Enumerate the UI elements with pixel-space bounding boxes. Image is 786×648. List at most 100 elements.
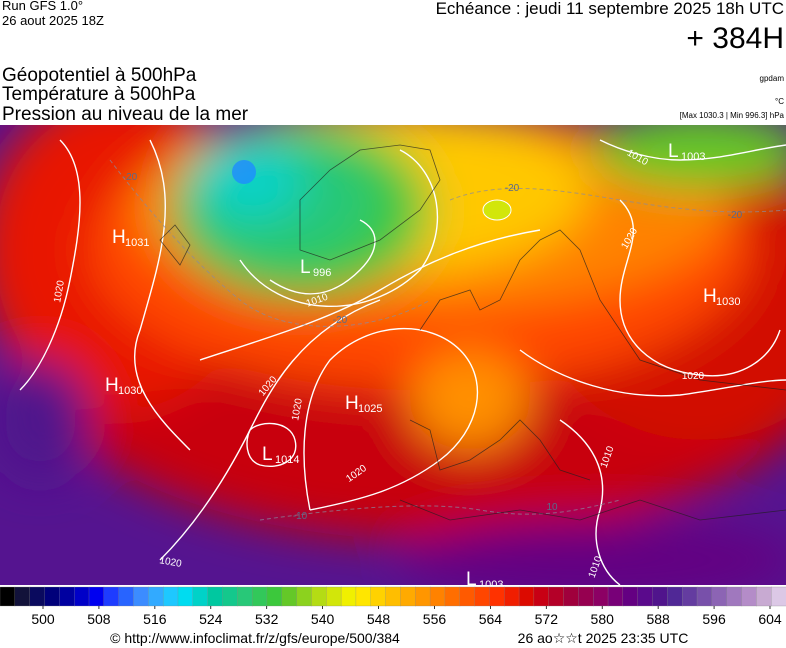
temperature-label: -20 <box>333 315 348 326</box>
colorbar-swatch <box>756 586 772 607</box>
colorbar-swatch <box>415 586 431 607</box>
pressure-center-value: 996 <box>313 267 331 279</box>
colorbar-swatch <box>251 586 268 607</box>
isobar-label: 1020 <box>682 371 705 382</box>
temperature-label: -20 <box>728 210 743 221</box>
colorbar-swatch <box>296 586 313 607</box>
colorbar-swatch <box>518 586 535 607</box>
colorbar-swatch <box>44 586 60 607</box>
temperature-label: -10 <box>293 511 308 522</box>
colorbar-swatch <box>74 586 90 607</box>
colorbar-tick-label: 548 <box>367 611 391 627</box>
layer-title: Géopotentiel à 500hPa <box>2 65 197 86</box>
colorbar-swatch <box>652 586 669 607</box>
pressure-center-value: 1003 <box>681 151 705 163</box>
map-field <box>0 125 786 585</box>
pressure-center-symbol: L <box>668 141 679 162</box>
pressure-center-symbol: H <box>105 375 119 396</box>
colorbar-swatch <box>726 586 743 607</box>
colorbar-swatch <box>474 586 491 607</box>
colorbar-tick-label: 564 <box>479 611 503 627</box>
pressure-center-symbol: L <box>262 444 273 465</box>
pressure-center-value: 1030 <box>118 385 142 397</box>
colorbar-swatch <box>400 586 416 607</box>
pressure-center-symbol: L <box>466 569 477 590</box>
colorbar-swatch <box>326 586 342 607</box>
colorbar-swatch <box>103 586 120 607</box>
colorbar-swatch <box>133 586 149 607</box>
colorbar-tick-label: 580 <box>591 611 615 627</box>
pressure-center-value: 1014 <box>275 454 299 466</box>
colorbar-swatch <box>696 586 713 607</box>
colorbar-swatch <box>593 586 609 607</box>
colorbar-swatch <box>504 586 520 607</box>
unit-label: [Max 1030.3 | Min 996.3] hPa <box>680 111 785 120</box>
colorbar-swatch <box>59 586 75 607</box>
lead-time: + 384H <box>686 22 784 55</box>
colorbar-swatch <box>207 586 224 607</box>
colorbar-swatch <box>14 586 31 607</box>
pressure-center-value: 1025 <box>358 403 382 415</box>
layer-title: Température à 500hPa <box>2 84 196 105</box>
colorbar-swatch <box>0 586 16 607</box>
layer-title: Pression au niveau de la mer <box>2 104 249 125</box>
colorbar-swatch <box>281 586 298 607</box>
colorbar-swatch <box>622 586 639 607</box>
colorbar-tick-label: 500 <box>31 611 55 627</box>
colorbar-swatch <box>459 586 476 607</box>
pressure-center-symbol: H <box>112 227 126 248</box>
isobars <box>19 139 786 585</box>
unit-label: °C <box>775 97 784 106</box>
colorbar-swatch <box>177 586 194 607</box>
source-link[interactable]: © http://www.infoclimat.fr/z/gfs/europe/… <box>110 630 400 646</box>
colorbar-swatch <box>533 586 550 607</box>
colorbar-swatch <box>385 586 402 607</box>
pressure-center-value: 1031 <box>125 237 149 249</box>
run-date: 26 aout 2025 18Z <box>2 13 104 28</box>
isobar-label: 1020 <box>52 279 67 303</box>
colorbar-swatch <box>444 586 461 607</box>
valid-time: Echéance : jeudi 11 septembre 2025 18h U… <box>436 0 784 18</box>
colorbar-tick-label: 556 <box>423 611 447 627</box>
run-name: Run GFS 1.0° <box>2 0 83 13</box>
colorbar-swatch <box>548 586 565 607</box>
colorbar-tick-label: 596 <box>702 611 726 627</box>
colorbar-swatch <box>29 586 46 607</box>
colorbar-swatch <box>162 586 179 607</box>
colorbar-swatch <box>148 586 164 607</box>
colorbar-tick-label: 572 <box>535 611 559 627</box>
colorbar-swatch <box>88 586 105 607</box>
colorbar-tick-label: 524 <box>199 611 223 627</box>
temperature-label: -20 <box>505 183 520 194</box>
isotherms <box>109 159 786 521</box>
colorbar-swatch <box>118 586 135 607</box>
colorbar-tick-label: 532 <box>255 611 279 627</box>
colorbar-swatch <box>489 586 505 607</box>
colorbar-swatch <box>192 586 209 607</box>
colorbar-tick-label: 508 <box>87 611 111 627</box>
colorbar-swatch <box>637 586 654 607</box>
unit-label: gpdam <box>760 74 785 83</box>
colorbar-swatch <box>667 586 683 607</box>
colorbar-swatch <box>266 586 283 607</box>
colorbar-swatch <box>741 586 757 607</box>
generated-time: 26 ao☆☆t 2025 23:35 UTC <box>518 630 689 646</box>
pressure-center-value: 1030 <box>716 296 740 308</box>
colorbar-swatch <box>370 586 387 607</box>
temperature-label: -20 <box>123 172 138 183</box>
colorbar-swatch <box>355 586 372 607</box>
colorbar-swatch <box>607 586 624 607</box>
pressure-center-symbol: H <box>345 393 359 414</box>
colorbar-tick-label: 588 <box>646 611 670 627</box>
colorbar-swatch <box>563 586 580 607</box>
colorbar-swatch <box>771 586 786 607</box>
isobar-label: 1020 <box>290 397 305 421</box>
colorbar-swatch <box>311 586 327 607</box>
colorbar-swatch <box>429 586 446 607</box>
colorbar-swatch <box>578 586 594 607</box>
colorbar-tick-label: 516 <box>143 611 167 627</box>
colorbar-swatch <box>711 586 728 607</box>
colorbar-swatch <box>340 586 357 607</box>
